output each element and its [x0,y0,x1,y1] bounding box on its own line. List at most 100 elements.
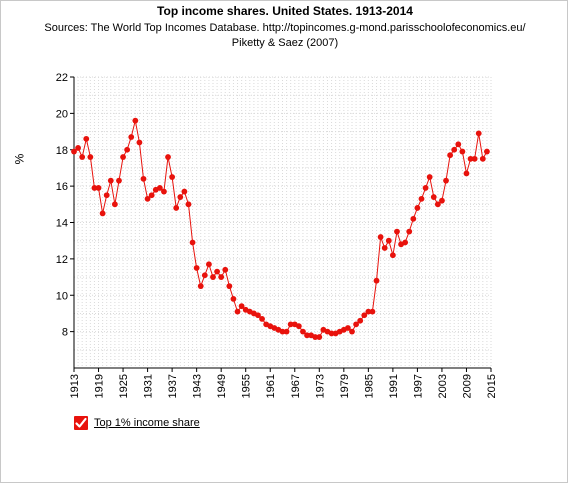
data-point [156,185,163,191]
data-point [238,303,245,310]
legend-label[interactable]: Top 1% income share [94,417,200,429]
data-point [218,274,225,280]
data-point [132,117,139,124]
legend-item-top-1-percent[interactable]: Top 1% income share [74,416,200,430]
data-point [279,328,286,335]
data-point [222,266,229,273]
data-point [169,174,176,180]
y-tick-label: 20 [56,108,68,120]
data-point [349,328,355,335]
data-point [124,146,131,153]
data-point [136,139,143,146]
data-point [148,192,155,199]
x-tick-label: 2015 [486,374,498,398]
data-point [189,239,196,246]
data-point [210,274,216,280]
data-point [389,252,396,259]
data-point [426,174,433,180]
x-tick-label: 1991 [388,374,400,398]
data-point [193,265,200,271]
data-point [283,328,290,335]
data-point [103,192,110,199]
data-point [259,315,265,322]
x-tick-label: 1943 [192,374,204,398]
x-tick-label: 2009 [461,374,473,398]
data-point [173,205,180,211]
y-tick-label: 8 [62,327,68,339]
data-point [107,177,114,184]
data-point [475,130,482,137]
legend-checkbox[interactable] [74,416,88,430]
y-tick-label: 22 [56,72,68,84]
data-point [414,205,421,211]
data-point [83,135,90,142]
data-point [111,201,118,208]
data-point [402,239,409,246]
series-line-top-1-percent [73,120,488,338]
y-tick-label: 18 [56,145,68,157]
data-point [226,283,233,290]
data-point [467,155,474,162]
series-points [71,117,490,340]
data-point [185,201,192,208]
chart-subtitle-line-2: Piketty & Saez (2007) [231,37,339,49]
x-tick-labels: 1913 1919 1925 1931 1937 1943 1949 1955 1961 1967… [69,374,498,398]
data-point [234,308,241,315]
data-point [459,148,466,155]
data-point [455,141,462,148]
data-point [357,317,364,324]
x-tick-label: 1997 [412,374,424,398]
data-point [99,210,106,217]
y-tick-labels: 8 10 12 14 16 18 20 22 [56,72,68,339]
data-point [295,323,302,330]
data-point [430,194,437,200]
chart-title: Top income shares. United States. 1913-2… [157,4,413,18]
data-point [328,330,335,337]
x-tick-label: 1949 [216,374,228,398]
data-point [361,312,368,319]
data-point [365,308,372,315]
x-tick-label: 1961 [265,374,277,398]
data-point [377,234,384,240]
data-point [484,148,490,155]
data-point [287,321,294,328]
data-point [353,321,359,328]
x-tick-label: 1925 [118,374,130,398]
x-tick-label: 1985 [363,374,375,398]
y-tick-label: 16 [56,181,68,193]
data-point [206,261,212,268]
data-point [304,332,310,339]
data-point [144,195,151,202]
x-tick-label: 1937 [167,374,179,398]
x-tick-label: 2003 [437,374,449,398]
x-tick-label: 1955 [241,374,253,398]
x-tick-label: 1973 [314,374,326,398]
axes [70,76,492,372]
data-point [214,268,220,275]
data-point [418,195,425,202]
data-point [369,308,376,315]
data-point [120,154,126,160]
data-point [201,272,208,279]
data-point [447,152,454,159]
data-point [451,146,458,153]
data-point [79,154,86,160]
data-point [312,334,319,340]
data-point [116,177,122,184]
data-point [373,277,380,284]
data-point [316,334,323,340]
data-point [300,328,306,335]
data-point [177,194,184,200]
data-point [471,155,478,162]
data-point [128,134,135,140]
data-point [161,188,167,195]
data-point [181,188,188,195]
data-point [87,154,94,160]
chart-subtitle-line-1: Sources: The World Top Incomes Database.… [44,22,526,34]
data-point [91,185,98,191]
data-point [230,295,237,302]
x-tick-label: 1979 [339,374,351,398]
x-tick-label: 1919 [94,374,106,398]
data-point [381,245,388,251]
